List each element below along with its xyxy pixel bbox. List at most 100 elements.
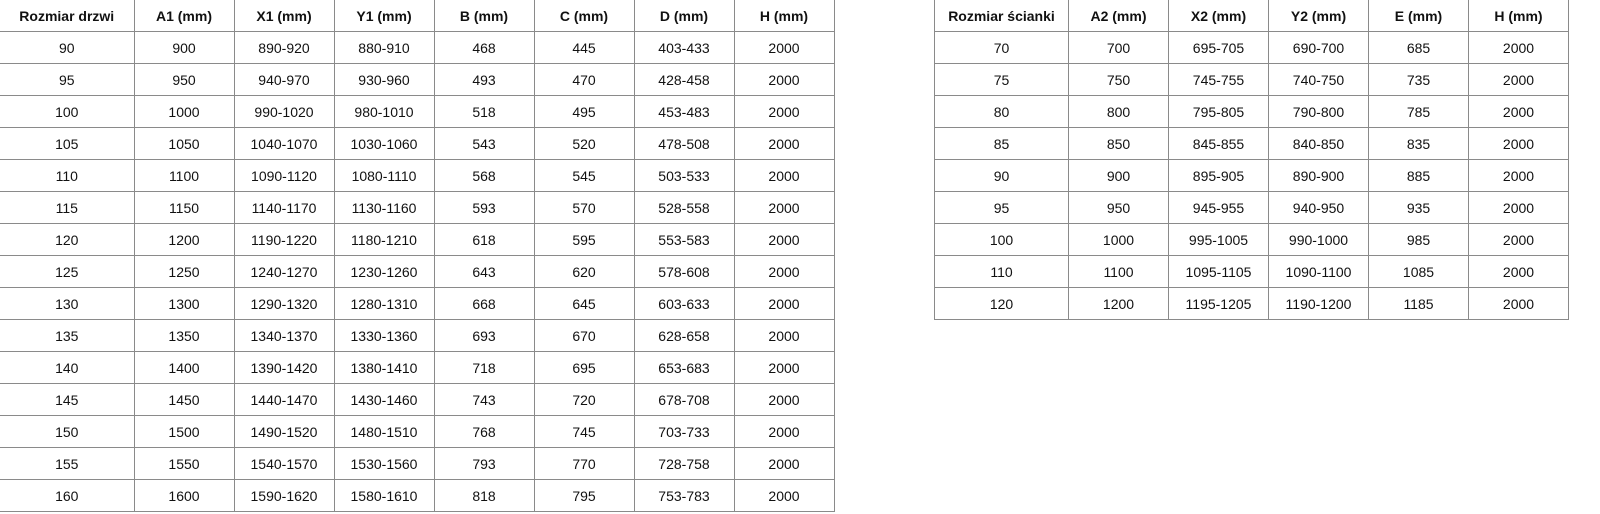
column-header: A2 (mm) — [1068, 0, 1169, 32]
table-cell: 703-733 — [633, 415, 735, 448]
table-cell: 1190-1200 — [1268, 287, 1369, 320]
table-cell: 1440-1470 — [233, 383, 335, 416]
table-cell: 2000 — [733, 319, 835, 352]
table-cell: 695 — [533, 351, 635, 384]
column-header: X2 (mm) — [1168, 0, 1269, 32]
table-cell: 2000 — [733, 223, 835, 256]
table-cell: 700 — [1068, 31, 1169, 64]
table-cell: 1180-1210 — [333, 223, 435, 256]
table-cell: 603-633 — [633, 287, 735, 320]
table-cell: 930-960 — [333, 63, 435, 96]
table-cell: 468 — [433, 31, 535, 64]
column-header: E (mm) — [1368, 0, 1469, 32]
table-row: 155 1550 1540-1570 1530-1560 793 770 728-758 20… — [0, 447, 835, 480]
column-header: D (mm) — [633, 0, 735, 32]
table-cell: 135 — [0, 319, 135, 352]
table-cell: 528-558 — [633, 191, 735, 224]
table-cell: 1000 — [133, 95, 235, 128]
table-cell: 728-758 — [633, 447, 735, 480]
table-row: 100 1000 995-1005 990-1000 985 2000 — [934, 223, 1569, 256]
column-header: X1 (mm) — [233, 0, 335, 32]
table-cell: 2000 — [733, 95, 835, 128]
table-cell: 1290-1320 — [233, 287, 335, 320]
table-row: 160 1600 1590-1620 1580-1610 818 795 753-783 20… — [0, 479, 835, 512]
table-cell: 1050 — [133, 127, 235, 160]
column-header: Y1 (mm) — [333, 0, 435, 32]
column-header: Rozmiar ścianki — [934, 0, 1069, 32]
table-cell: 690-700 — [1268, 31, 1369, 64]
table-cell: 2000 — [1468, 159, 1569, 192]
table-cell: 678-708 — [633, 383, 735, 416]
column-header: A1 (mm) — [133, 0, 235, 32]
table-cell: 110 — [934, 255, 1069, 288]
table-row: 130 1300 1290-1320 1280-1310 668 645 603-633 20… — [0, 287, 835, 320]
table-cell: 578-608 — [633, 255, 735, 288]
table-cell: 750 — [1068, 63, 1169, 96]
table-cell: 2000 — [1468, 127, 1569, 160]
table-cell: 2000 — [733, 351, 835, 384]
table-cell: 115 — [0, 191, 135, 224]
table-cell: 520 — [533, 127, 635, 160]
table-cell: 2000 — [733, 255, 835, 288]
table-cell: 1100 — [133, 159, 235, 192]
table-cell: 795-805 — [1168, 95, 1269, 128]
table-cell: 120 — [934, 287, 1069, 320]
table-cell: 745-755 — [1168, 63, 1269, 96]
table-row: 80 800 795-805 790-800 785 2000 — [934, 95, 1569, 128]
table-cell: 695-705 — [1168, 31, 1269, 64]
table-cell: 2000 — [733, 447, 835, 480]
table-row: 75 750 745-755 740-750 735 2000 — [934, 63, 1569, 96]
table-cell: 2000 — [733, 479, 835, 512]
table-cell: 2000 — [733, 31, 835, 64]
table-cell: 945-955 — [1168, 191, 1269, 224]
table-cell: 85 — [934, 127, 1069, 160]
table-row: 100 1000 990-1020 980-1010 518 495 453-483 2000 — [0, 95, 835, 128]
table-cell: 1195-1205 — [1168, 287, 1269, 320]
table-cell: 1085 — [1368, 255, 1469, 288]
table-cell: 745 — [533, 415, 635, 448]
table-cell: 1230-1260 — [333, 255, 435, 288]
table-cell: 950 — [1068, 191, 1169, 224]
table-cell: 800 — [1068, 95, 1169, 128]
table-cell: 985 — [1368, 223, 1469, 256]
column-header: H (mm) — [733, 0, 835, 32]
table-cell: 653-683 — [633, 351, 735, 384]
table-cell: 593 — [433, 191, 535, 224]
table-cell: 1530-1560 — [333, 447, 435, 480]
table-cell: 150 — [0, 415, 135, 448]
table-cell: 130 — [0, 287, 135, 320]
table-row: 150 1500 1490-1520 1480-1510 768 745 703-733 20… — [0, 415, 835, 448]
table-cell: 100 — [934, 223, 1069, 256]
table-cell: 453-483 — [633, 95, 735, 128]
table-cell: 2000 — [1468, 255, 1569, 288]
table-cell: 1030-1060 — [333, 127, 435, 160]
column-header: Rozmiar drzwi — [0, 0, 135, 32]
table-cell: 75 — [934, 63, 1069, 96]
table-cell: 1250 — [133, 255, 235, 288]
table-cell: 90 — [934, 159, 1069, 192]
table-cell: 1540-1570 — [233, 447, 335, 480]
table-cell: 1340-1370 — [233, 319, 335, 352]
table-cell: 950 — [133, 63, 235, 96]
table-cell: 543 — [433, 127, 535, 160]
table-row: 125 1250 1240-1270 1230-1260 643 620 578-608 20… — [0, 255, 835, 288]
column-header: Y2 (mm) — [1268, 0, 1369, 32]
table-cell: 668 — [433, 287, 535, 320]
table-cell: 840-850 — [1268, 127, 1369, 160]
table-cell: 940-970 — [233, 63, 335, 96]
column-header: B (mm) — [433, 0, 535, 32]
table-cell: 2000 — [733, 159, 835, 192]
table-cell: 155 — [0, 447, 135, 480]
table-cell: 503-533 — [633, 159, 735, 192]
table-cell: 1200 — [1068, 287, 1169, 320]
table-cell: 718 — [433, 351, 535, 384]
table-cell: 478-508 — [633, 127, 735, 160]
table-cell: 553-583 — [633, 223, 735, 256]
table-cell: 995-1005 — [1168, 223, 1269, 256]
table-cell: 2000 — [1468, 31, 1569, 64]
table-cell: 1490-1520 — [233, 415, 335, 448]
table-cell: 880-910 — [333, 31, 435, 64]
table-cell: 110 — [0, 159, 135, 192]
table-cell: 80 — [934, 95, 1069, 128]
table-cell: 1300 — [133, 287, 235, 320]
